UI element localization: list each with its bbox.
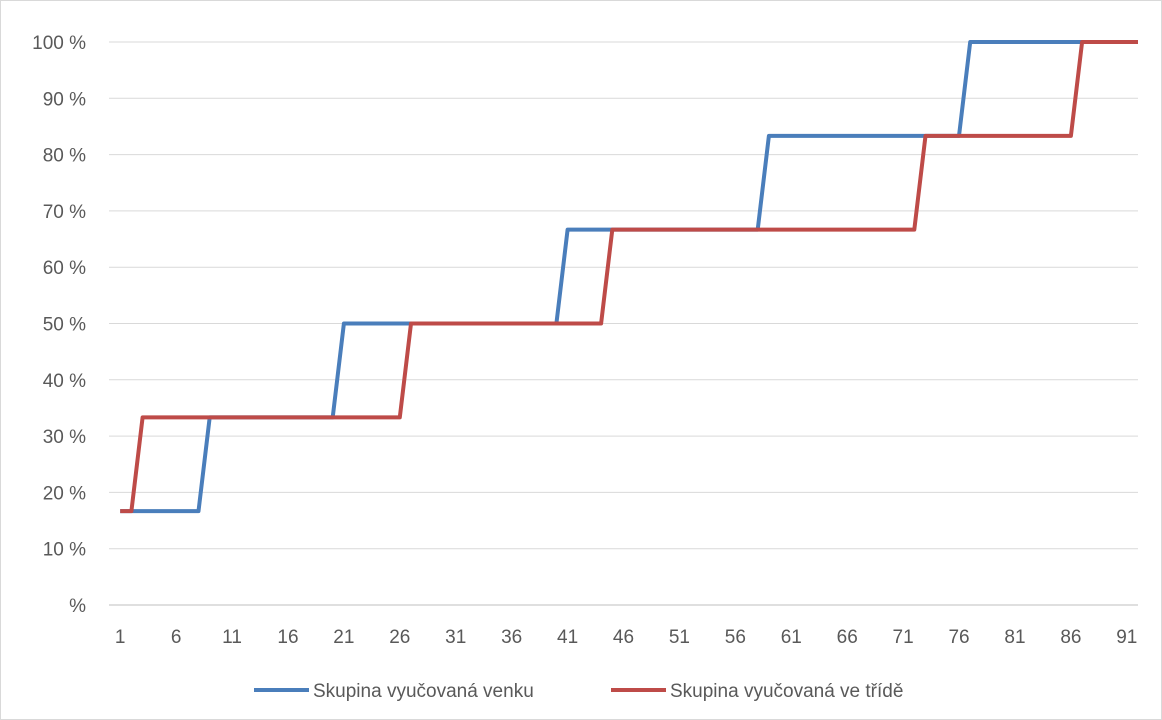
- legend-label-2: Skupina vyučovaná ve třídě: [670, 681, 903, 702]
- y-tick-label: %: [69, 596, 86, 617]
- y-tick-label: 10 %: [43, 540, 86, 561]
- y-tick-label: 90 %: [43, 89, 86, 110]
- legend-label-1: Skupina vyučovaná venku: [313, 681, 534, 702]
- y-tick-label: 40 %: [43, 371, 86, 392]
- y-tick-label: 80 %: [43, 146, 86, 167]
- y-tick-label: 20 %: [43, 483, 86, 504]
- x-tick-label: 86: [1060, 627, 1081, 648]
- x-tick-label: 41: [557, 627, 578, 648]
- gridlines: [109, 41, 1138, 606]
- x-tick-label: 61: [781, 627, 802, 648]
- series-line-2: [120, 40, 1138, 514]
- x-tick-label: 21: [333, 627, 354, 648]
- y-axis-tick-labels: % 10 % 20 % 30 % 40 % 50 % 60 % 70 % 80 % 90 % 100…: [32, 33, 86, 617]
- y-tick-label: 50 %: [43, 315, 86, 336]
- x-tick-label: 36: [501, 627, 522, 648]
- legend: Skupina vyučovaná venku Skupina vyučovaná…: [254, 681, 903, 702]
- x-tick-label: 71: [893, 627, 914, 648]
- x-tick-label: 51: [669, 627, 690, 648]
- series-lines: [120, 40, 1138, 514]
- x-tick-label: 11: [222, 627, 242, 648]
- x-tick-label: 6: [171, 627, 182, 648]
- x-tick-label: 91: [1116, 627, 1137, 648]
- x-tick-label: 76: [948, 627, 969, 648]
- y-tick-label: 100 %: [32, 33, 86, 54]
- y-tick-label: 30 %: [43, 427, 86, 448]
- series-line-1: [120, 40, 1138, 514]
- x-axis-tick-labels: 1 6 11 16 21 26 31 36 41 46 51 56 61 66 71 76 81 86 91: [115, 627, 1137, 648]
- x-tick-label: 66: [837, 627, 858, 648]
- x-tick-label: 1: [115, 627, 126, 648]
- x-tick-label: 81: [1004, 627, 1025, 648]
- x-tick-label: 31: [445, 627, 466, 648]
- x-tick-label: 46: [613, 627, 634, 648]
- y-tick-label: 60 %: [43, 258, 86, 279]
- x-tick-label: 56: [725, 627, 746, 648]
- y-tick-label: 70 %: [43, 202, 86, 223]
- x-tick-label: 16: [277, 627, 298, 648]
- x-tick-label: 26: [389, 627, 410, 648]
